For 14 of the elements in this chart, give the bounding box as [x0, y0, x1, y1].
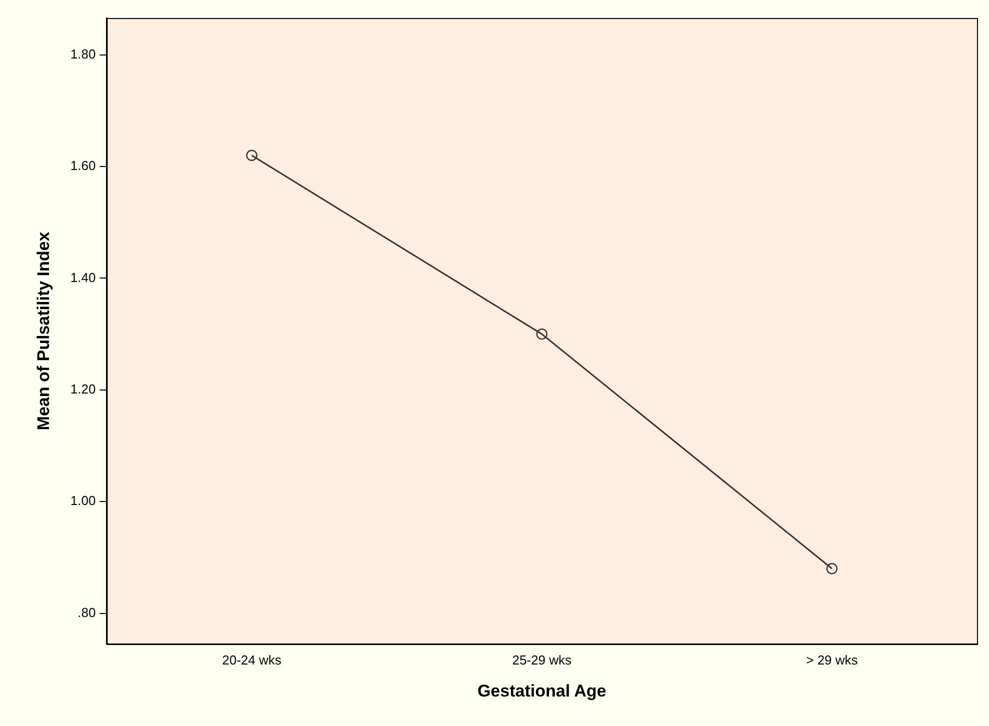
point — [536, 328, 548, 340]
y-tick-label: 1.40 — [70, 270, 96, 285]
x-tick-label: > 29 wks — [806, 652, 858, 668]
x-tick-label: 20-24 wks — [222, 652, 282, 668]
point — [246, 150, 258, 161]
y-tick-label: 1.80 — [70, 46, 96, 62]
y-tick-label: 1.60 — [70, 158, 96, 174]
y-tick-label: .80 — [78, 604, 96, 620]
y-tick-label: 1.00 — [70, 493, 96, 508]
y-tick-label: 1.20 — [70, 381, 96, 396]
point — [826, 563, 838, 574]
y-axis-title: Mean of Pulsatility Index — [34, 231, 53, 430]
x-tick-label: 25-29 wks — [512, 652, 572, 668]
x-axis-title: Gestational Age — [477, 681, 606, 700]
